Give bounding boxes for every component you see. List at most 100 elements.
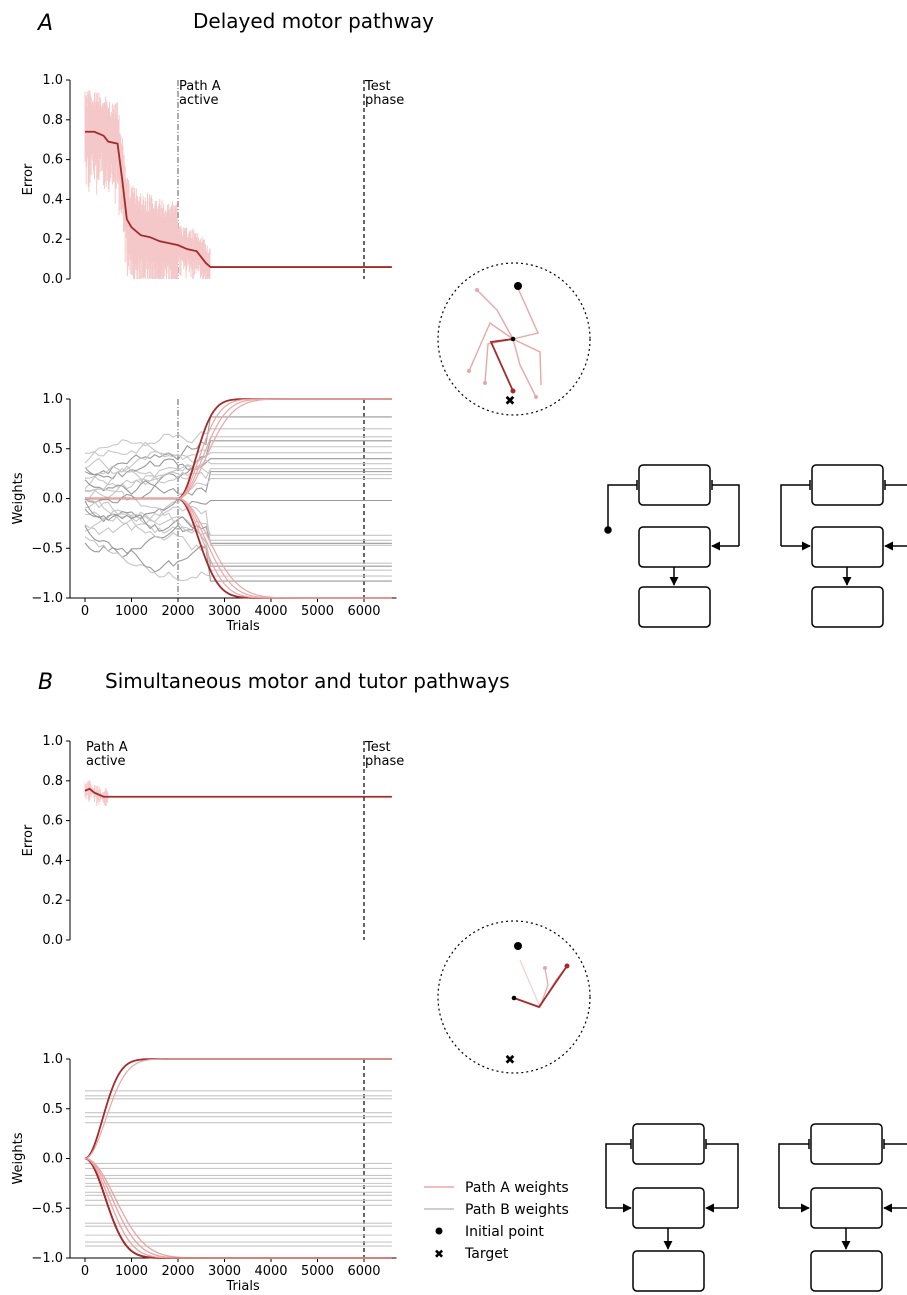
annotation-label: Test	[364, 740, 391, 755]
path-b-weight-line	[84, 496, 392, 541]
panel-b-title: Simultaneous motor and tutor pathways	[105, 669, 510, 693]
x-tick-label: 2000	[161, 604, 194, 619]
error-curve	[85, 130, 392, 268]
y-tick-label: 0.0	[42, 492, 63, 507]
path-b-weight-line	[84, 488, 392, 571]
path-b-weight-line	[84, 446, 392, 490]
legend-target-icon: ✖	[434, 1247, 444, 1261]
initial-point-icon	[514, 942, 522, 950]
path-a-weight-line	[85, 398, 392, 500]
y-tick-label: 0.6	[42, 153, 63, 168]
x-tick-label: 6000	[347, 604, 380, 619]
initial-point-icon	[514, 282, 522, 290]
legend-initial-point-icon	[435, 1227, 443, 1235]
y-tick-label: 0.8	[42, 113, 63, 128]
annotation-label: active	[179, 93, 219, 108]
legend-label: Initial point	[465, 1224, 544, 1240]
y-tick-label: 1.0	[42, 1052, 63, 1067]
x-tick-label: 1000	[115, 1264, 148, 1279]
y-tick-label: 0.4	[42, 853, 63, 868]
x-tick-label: 1000	[115, 604, 148, 619]
panel-a-title: Delayed motor pathway	[193, 9, 434, 33]
y-tick-label: 0.2	[42, 232, 63, 247]
path-b-weight-line	[84, 428, 392, 464]
chart-b-weights: −1.0 −0.5 0.0 0.5 1.0 0 1000 2000 3000 4000 5000 60…	[11, 1052, 397, 1294]
path-a-weight-line	[84, 1058, 392, 1160]
arm-workspace-b: ✖	[437, 920, 591, 1074]
path-b-weight-line	[84, 457, 392, 479]
legend-label: Path B weights	[465, 1202, 569, 1218]
network-diagram-b-right	[778, 1123, 907, 1292]
path-b-weight-line	[84, 505, 392, 546]
legend-label: Target	[464, 1246, 509, 1262]
y-axis-label: Weights	[11, 1132, 26, 1184]
annotation-label: Test	[364, 79, 391, 94]
y-axis-label: Weights	[11, 472, 26, 524]
x-tick-label: 5000	[301, 604, 334, 619]
path-b-weight-line	[84, 416, 392, 476]
path-a-weight-line	[85, 497, 392, 599]
annotation-label: active	[86, 754, 126, 769]
panel-b-letter: B	[38, 670, 53, 695]
annotation-label: phase	[365, 93, 404, 108]
network-diagram-a-right	[780, 464, 907, 628]
x-tick-label: 4000	[254, 1264, 287, 1279]
error-curve	[84, 787, 392, 798]
y-tick-label: 0.0	[42, 272, 63, 287]
y-tick-label: −1.0	[31, 591, 63, 606]
y-tick-label: 0.8	[42, 774, 63, 789]
panel-a-letter: A	[36, 11, 53, 36]
y-tick-label: −0.5	[31, 541, 63, 556]
annotation-label: phase	[365, 754, 404, 769]
x-tick-label: 0	[81, 604, 89, 619]
y-tick-label: 0.0	[42, 933, 63, 948]
y-tick-label: −0.5	[31, 1201, 63, 1216]
path-b-weight-line	[84, 471, 392, 496]
annotation-label: Path A	[179, 79, 221, 94]
path-a-weight-line	[85, 497, 392, 599]
x-tick-label: 3000	[208, 604, 241, 619]
y-tick-label: 0.6	[42, 814, 63, 829]
x-axis-label: Trials	[225, 1279, 260, 1294]
path-a-weight-line	[84, 1058, 392, 1160]
path-a-weight-line	[84, 1157, 392, 1259]
y-tick-label: 1.0	[42, 734, 63, 749]
network-diagram-b-left	[605, 1123, 739, 1292]
path-b-weight-line	[84, 497, 392, 523]
y-axis-label: Error	[21, 824, 36, 856]
y-tick-label: 0.5	[42, 442, 63, 457]
path-a-weight-line	[85, 398, 392, 500]
path-b-weight-line	[84, 536, 392, 582]
y-tick-label: 1.0	[42, 392, 63, 407]
x-tick-label: 3000	[208, 1264, 241, 1279]
path-a-weight-line	[85, 497, 392, 599]
y-tick-label: 0.0	[42, 1152, 63, 1167]
y-axis-label: Error	[21, 163, 36, 195]
path-b-weight-line	[84, 518, 392, 564]
annotation-label: Path A	[86, 740, 128, 755]
legend-label: Path A weights	[465, 1180, 569, 1196]
x-tick-label: 2000	[161, 1264, 194, 1279]
path-a-weight-line	[85, 497, 392, 599]
y-tick-label: 0.2	[42, 893, 63, 908]
y-tick-label: 0.5	[42, 1102, 63, 1117]
x-axis-label: Trials	[225, 619, 260, 634]
target-icon: ✖	[505, 394, 516, 409]
path-b-weight-line	[84, 500, 392, 567]
y-tick-label: 1.0	[42, 73, 63, 88]
chart-a-weights: −1.0 −0.5 0.0 0.5 1.0 0 1000 2000 3000 4000 5000 60…	[11, 392, 397, 634]
y-tick-label: −1.0	[31, 1251, 63, 1266]
x-tick-label: 6000	[347, 1264, 380, 1279]
x-tick-label: 0	[81, 1264, 89, 1279]
arm-workspace-a: ✖	[437, 262, 591, 416]
network-diagram-a-left	[604, 464, 740, 628]
target-icon: ✖	[505, 1053, 516, 1068]
legend: Path A weights Path B weights Initial po…	[424, 1180, 569, 1262]
x-tick-label: 5000	[301, 1264, 334, 1279]
path-a-weight-line	[85, 398, 392, 500]
path-b-weight-line	[84, 525, 392, 582]
path-a-weight-line	[85, 398, 392, 500]
